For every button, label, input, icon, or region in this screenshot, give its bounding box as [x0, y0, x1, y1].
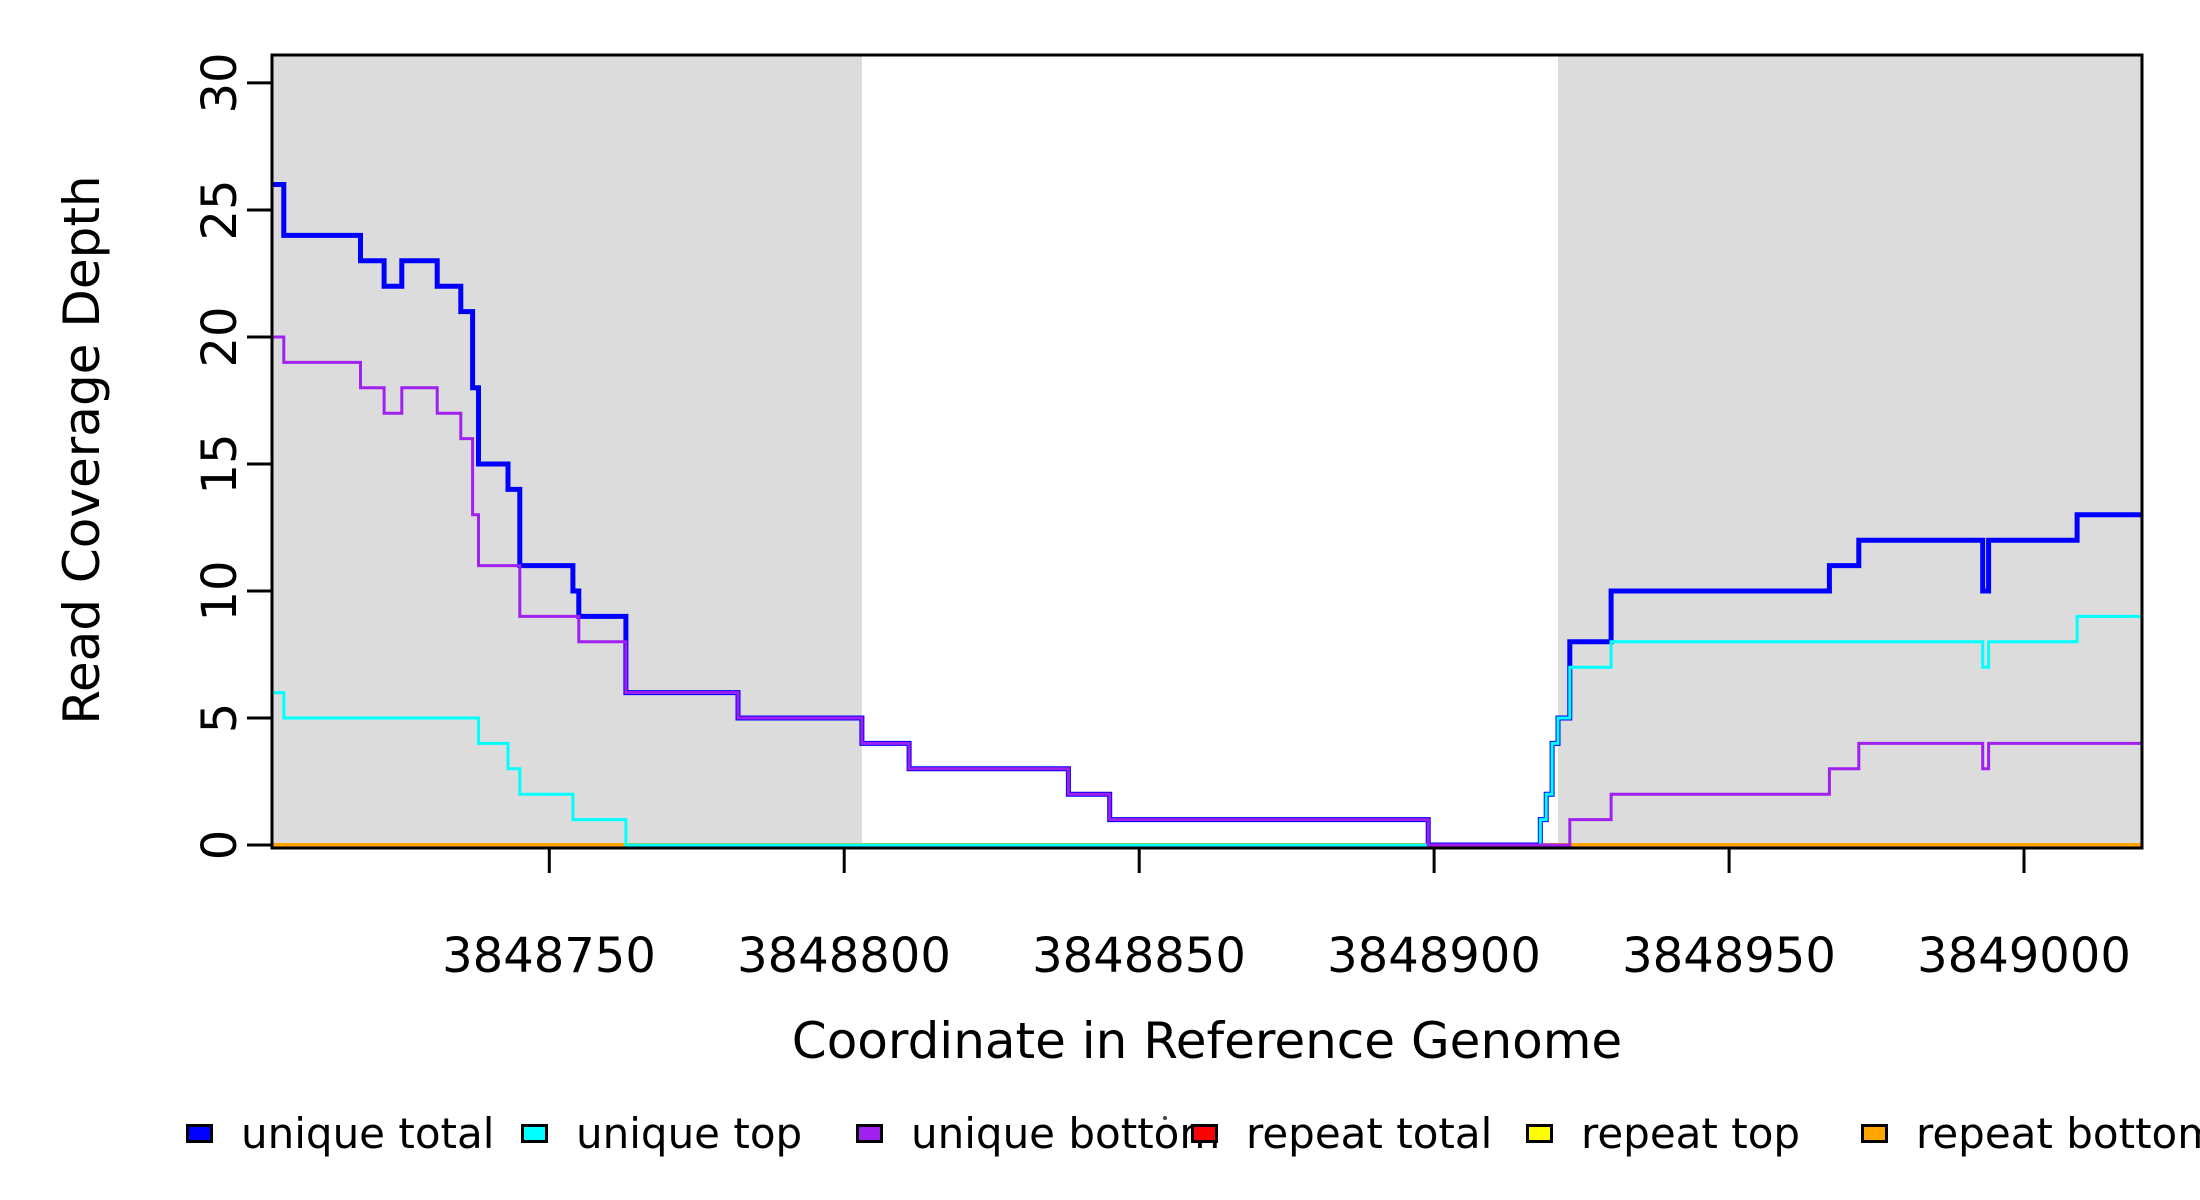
plot-frame	[270, 53, 2144, 850]
y-tick-label: 15	[192, 433, 248, 495]
series-unique-bottom	[272, 335, 2142, 847]
y-tick-label: 20	[192, 306, 248, 368]
x-tick-label: 3848850	[1032, 928, 1246, 984]
series-unique-top	[272, 614, 2142, 847]
y-tick-label: 0	[192, 829, 248, 861]
y-tick-label: 30	[192, 52, 248, 114]
y-tick-label: 10	[192, 560, 248, 622]
x-axis-label: Coordinate in Reference Genome	[791, 1012, 1623, 1070]
shaded-region	[1558, 56, 2142, 847]
x-tick-label: 3848950	[1622, 928, 1836, 984]
stray-dot-mark	[1163, 1116, 1167, 1120]
y-tick-label: 5	[192, 702, 248, 734]
y-axis-label: Read Coverage Depth	[53, 175, 111, 725]
x-tick-label: 3848800	[737, 928, 951, 984]
shaded-region	[272, 56, 862, 847]
y-tick-label: 25	[192, 179, 248, 241]
x-tick-label: 3849000	[1917, 928, 2131, 984]
x-tick-label: 3848750	[442, 928, 656, 984]
x-tick-label: 3848900	[1327, 928, 1541, 984]
